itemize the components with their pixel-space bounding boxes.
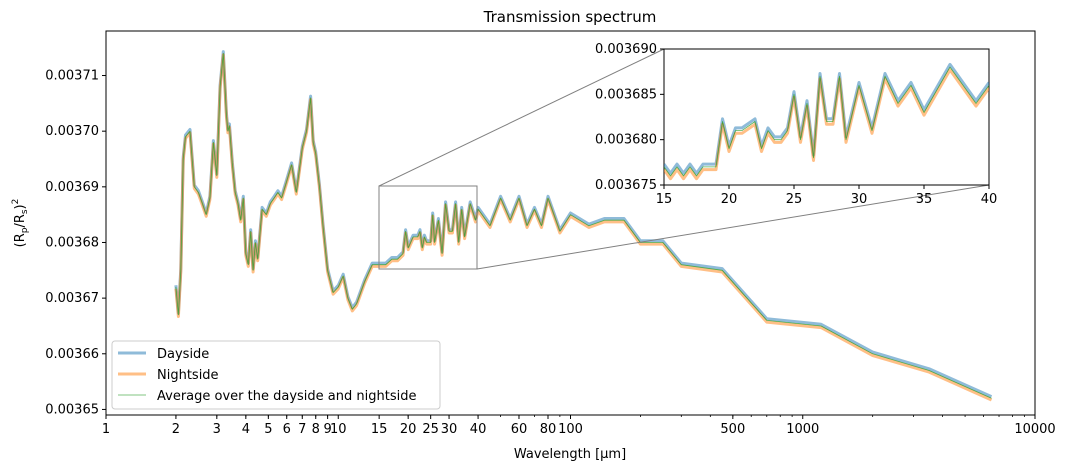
zoom-region-box: [378, 185, 478, 270]
x-tick-label: 100: [558, 422, 583, 437]
y-tick-label: 0.00371: [45, 69, 99, 84]
inset-series-group: [664, 62, 989, 181]
x-tick-label: 6: [283, 422, 291, 437]
y-tick-label: 0.00368: [45, 235, 99, 250]
y-axis-label: (Rp/Rs)2: [11, 199, 30, 248]
inset-x-tick-label: 25: [786, 192, 803, 207]
inset-x-tick-label: 30: [851, 192, 868, 207]
y-tick-label: 0.00367: [45, 291, 99, 306]
x-tick-label: 80: [540, 422, 557, 437]
x-tick-label: 500: [720, 422, 745, 437]
inset-y-tick-label: 0.003690: [595, 42, 657, 57]
inset-x-tick-label: 40: [981, 192, 998, 207]
zoom-connector-bottom: [476, 184, 990, 270]
y-axis-label-sub2: s: [20, 209, 30, 214]
legend: Dayside Nightside Average over the daysi…: [111, 340, 441, 410]
legend-frame: [111, 340, 441, 410]
legend-label-dayside: Dayside: [157, 347, 209, 362]
x-tick-label: 2: [172, 422, 180, 437]
x-tick-label: 1000: [786, 422, 819, 437]
chart-title: Transmission spectrum: [483, 8, 657, 26]
y-tick-label: 0.00366: [45, 347, 99, 362]
x-axis-ticks: 1 2 3 4 5 6 7 8 910 15 20 25 30 40 60 80 100 500 1000 10000: [102, 415, 1056, 437]
series-line-average: [175, 52, 992, 399]
inset-x-axis-ticks: 15 20 25 30 35 40: [656, 185, 998, 207]
inset-y-axis-ticks: 0.003675 0.003680 0.003685 0.003690: [595, 42, 664, 193]
x-tick-label: 40: [470, 422, 487, 437]
x-tick-label: 9: [323, 422, 331, 437]
legend-label-average: Average over the dayside and nightside: [157, 389, 416, 404]
inset-series-line-average: [664, 66, 989, 177]
inset-x-tick-label: 35: [916, 192, 933, 207]
y-tick-label: 0.00369: [45, 180, 99, 195]
inset-x-tick-label: 20: [721, 192, 738, 207]
x-tick-label: 1: [102, 422, 110, 437]
inset-y-tick-label: 0.003675: [595, 178, 657, 193]
x-tick-label: 10: [330, 422, 347, 437]
zoom-connector-top: [378, 48, 665, 187]
inset-y-tick-label: 0.003680: [595, 133, 657, 148]
x-tick-label: 3: [213, 422, 221, 437]
inset-plot-area: 15 20 25 30 35 40 0.0036750.0036800.0036850.0…: [595, 42, 997, 207]
x-tick-label: 8: [312, 422, 320, 437]
x-tick-label: 10000: [1014, 422, 1055, 437]
inset-series-line-nightside: [664, 68, 989, 181]
legend-label-nightside: Nightside: [157, 368, 219, 383]
x-tick-label: 25: [422, 422, 439, 437]
y-axis-label-mid: /R: [13, 214, 28, 227]
y-axis-label-base: (R: [13, 233, 28, 247]
y-axis-label-sub1: p: [20, 227, 30, 233]
x-tick-label: 15: [371, 422, 388, 437]
y-tick-label: 0.00365: [45, 402, 99, 417]
y-axis-ticks: 0.00365 0.00366 0.00367 0.00368 0.00369 0.003…: [45, 69, 106, 417]
inset-x-tick-label: 15: [656, 192, 673, 207]
x-tick-label: 60: [511, 422, 528, 437]
y-tick-label: 0.00370: [45, 124, 99, 139]
x-axis-label: Wavelength [µm]: [514, 447, 626, 462]
x-tick-label: 20: [400, 422, 417, 437]
x-tick-label: 4: [242, 422, 250, 437]
x-tick-label: 5: [264, 422, 272, 437]
x-tick-label: 30: [441, 422, 458, 437]
x-tick-label: 7: [298, 422, 306, 437]
main-series-group: [174, 50, 993, 402]
y-axis-label-sup: 2: [11, 199, 21, 205]
y-axis-label-close: ): [13, 204, 28, 209]
inset-y-tick-label: 0.003685: [595, 87, 657, 102]
